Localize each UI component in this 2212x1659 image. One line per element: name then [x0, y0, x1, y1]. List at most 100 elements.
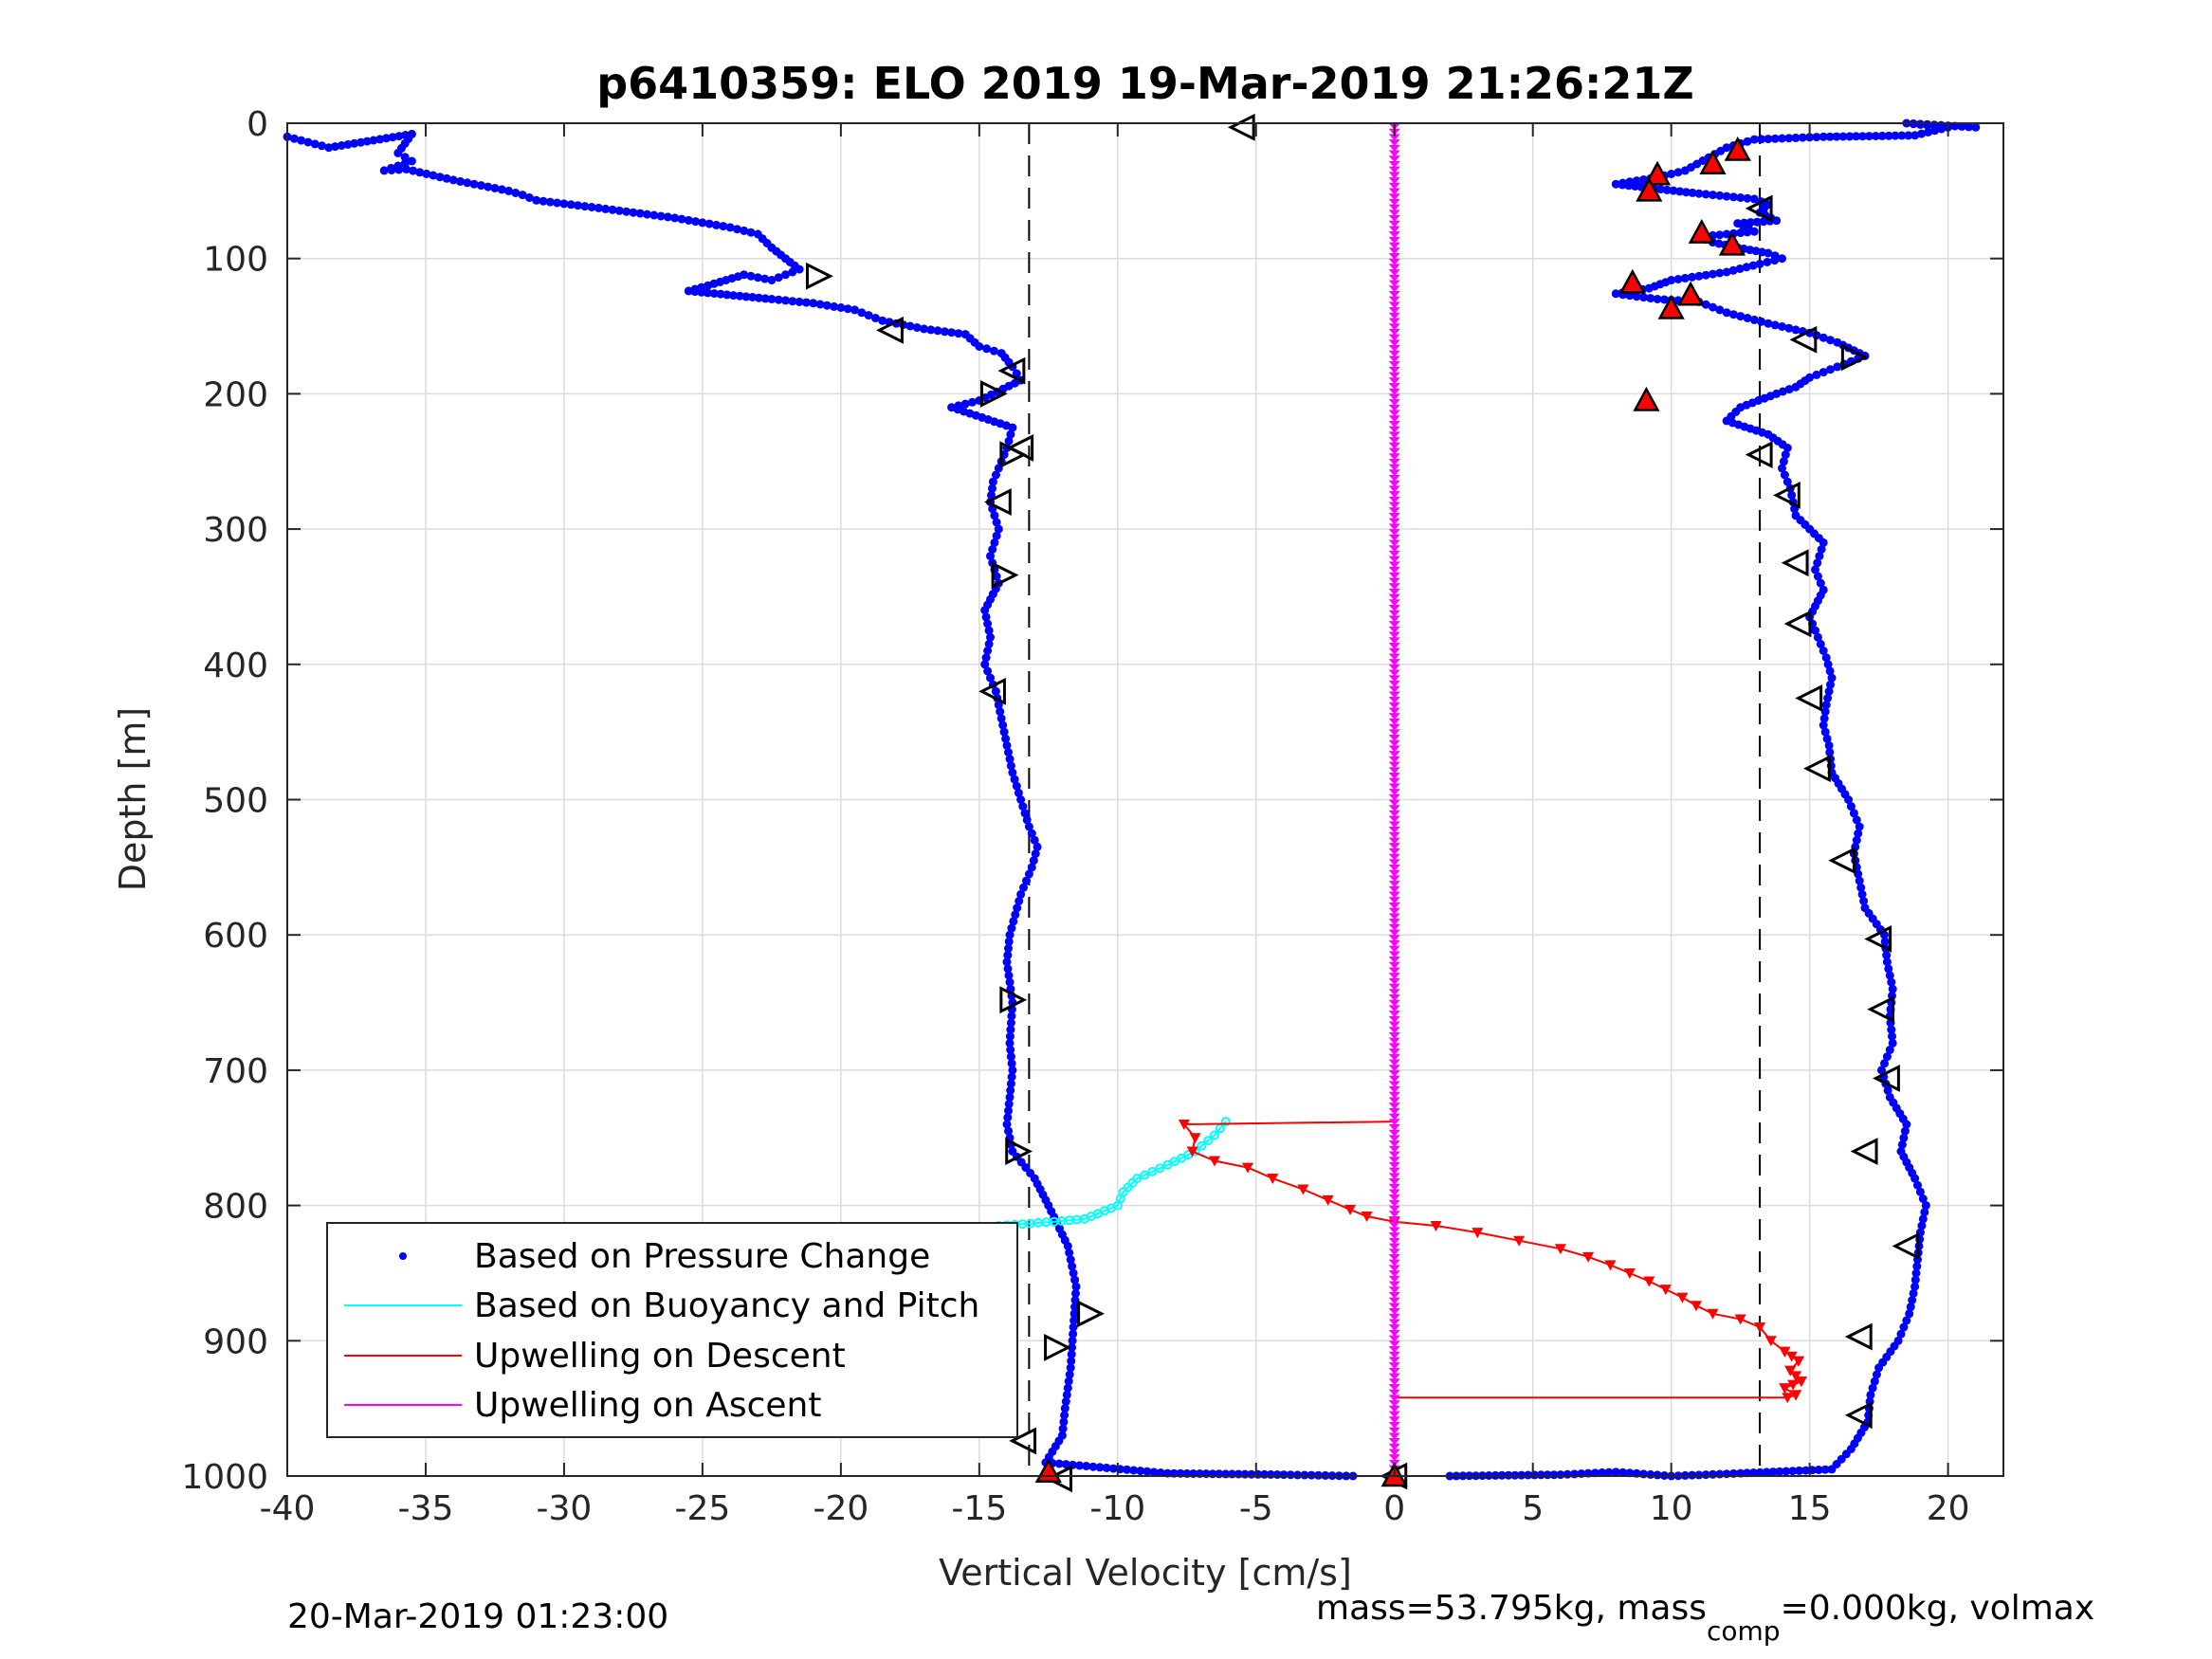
ascent-marker: [1388, 827, 1400, 834]
pressure-point: [1906, 1303, 1915, 1312]
pressure-point: [622, 207, 631, 216]
pressure-point: [1005, 977, 1015, 987]
ascent-marker: [1388, 929, 1400, 937]
ascent-marker: [1388, 415, 1400, 423]
x-tick-label: 15: [1788, 1489, 1832, 1528]
pressure-point: [822, 301, 832, 310]
descent-marker: [1782, 1393, 1794, 1404]
pressure-point: [435, 173, 445, 182]
ascent-marker: [1388, 1400, 1400, 1408]
pressure-point: [809, 299, 818, 308]
pressure-point: [1764, 248, 1773, 258]
ascent-marker: [1388, 177, 1400, 185]
descent-marker: [1554, 1244, 1566, 1255]
pressure-point: [1067, 1357, 1076, 1366]
pressure-point: [1883, 1085, 1892, 1095]
pressure-point: [1805, 133, 1815, 142]
pressure-point: [1819, 647, 1828, 655]
ascent-marker: [1388, 935, 1400, 942]
ascent-marker: [1388, 318, 1400, 325]
pressure-point: [691, 217, 701, 227]
pressure-point: [1965, 122, 1973, 132]
pressure-point: [1006, 1025, 1015, 1034]
pressure-point: [1701, 270, 1710, 280]
ascent-marker: [1388, 1173, 1400, 1180]
ascent-marker: [1388, 583, 1400, 591]
pressure-point: [992, 531, 1001, 540]
pressure-point: [1759, 217, 1768, 227]
descent-marker: [1734, 1314, 1746, 1325]
pressure-point: [1825, 132, 1835, 141]
pressure-point: [1897, 1139, 1907, 1149]
pressure-point: [1735, 264, 1745, 273]
pressure-point: [1060, 1411, 1069, 1420]
left-triangle-marker: [983, 488, 1012, 516]
ascent-marker: [1388, 1351, 1400, 1358]
pressure-point: [1812, 133, 1821, 142]
ascent-marker: [1388, 881, 1400, 888]
pressure-point: [1826, 336, 1835, 345]
pressure-point: [1722, 267, 1731, 277]
pressure-point: [1877, 1066, 1886, 1075]
pressure-point: [643, 210, 651, 219]
right-triangle-marker: [1044, 1334, 1071, 1361]
pressure-point: [1849, 809, 1858, 818]
ascent-marker: [1388, 815, 1400, 823]
pressure-point: [1069, 1268, 1078, 1278]
ascent-marker: [1388, 1243, 1400, 1250]
pressure-point: [989, 346, 998, 356]
ascent-marker: [1388, 1411, 1400, 1418]
ascent-marker: [1388, 945, 1400, 953]
ascent-marker: [1388, 777, 1400, 785]
chart-title: p6410359: ELO 2019 19-Mar-2019 21:26:21Z: [596, 58, 1694, 109]
pressure-point: [1821, 653, 1831, 663]
pressure-point: [926, 325, 936, 335]
ascent-marker: [1388, 399, 1400, 407]
ascent-marker: [1388, 226, 1400, 233]
pressure-point: [740, 226, 749, 235]
pressure-point: [407, 156, 416, 166]
pressure-point: [1827, 1465, 1837, 1474]
pressure-point: [1775, 1467, 1784, 1476]
x-tick-label: -25: [674, 1489, 730, 1528]
pressure-point: [760, 274, 770, 283]
pressure-point: [690, 287, 700, 297]
pressure-point: [469, 179, 479, 189]
pressure-point: [1782, 1467, 1791, 1476]
pressure-point: [1006, 429, 1015, 439]
pressure-point: [1722, 229, 1731, 239]
pressure-point: [1813, 632, 1822, 642]
pressure-point: [1885, 1046, 1894, 1054]
pressure-point: [1852, 815, 1861, 825]
ascent-marker: [1388, 631, 1400, 639]
pressure-point: [704, 281, 713, 290]
ascent-marker: [1388, 350, 1400, 357]
buoyancy-point: [1162, 1159, 1173, 1170]
pressure-point: [1814, 1466, 1823, 1474]
pressure-point: [1905, 1309, 1914, 1319]
pressure-point: [1069, 1309, 1079, 1319]
ascent-marker: [1388, 1183, 1400, 1191]
pressure-point: [1065, 1249, 1074, 1257]
footer-timestamp: 20-Mar-2019 01:23:00: [287, 1597, 668, 1636]
pressure-point: [732, 225, 741, 234]
pressure-point: [1813, 572, 1822, 581]
pressure-point: [1068, 1262, 1077, 1271]
pressure-point: [1826, 680, 1835, 689]
pressure-point: [1067, 1350, 1076, 1359]
pressure-point: [1598, 1468, 1607, 1477]
pressure-point: [1611, 289, 1620, 299]
pressure-point: [1778, 254, 1786, 264]
pressure-point: [1778, 134, 1786, 143]
ascent-marker: [1388, 366, 1400, 374]
pressure-point: [1007, 1012, 1016, 1021]
pressure-point: [1874, 1363, 1884, 1373]
ascent-marker: [1388, 1086, 1400, 1094]
pressure-point: [1068, 1342, 1077, 1352]
ascent-marker: [1388, 139, 1400, 147]
pressure-point: [663, 212, 672, 222]
pressure-point: [1655, 185, 1665, 194]
descent-marker: [1795, 1376, 1807, 1388]
ascent-marker: [1388, 1075, 1400, 1083]
pressure-point: [1639, 175, 1648, 184]
